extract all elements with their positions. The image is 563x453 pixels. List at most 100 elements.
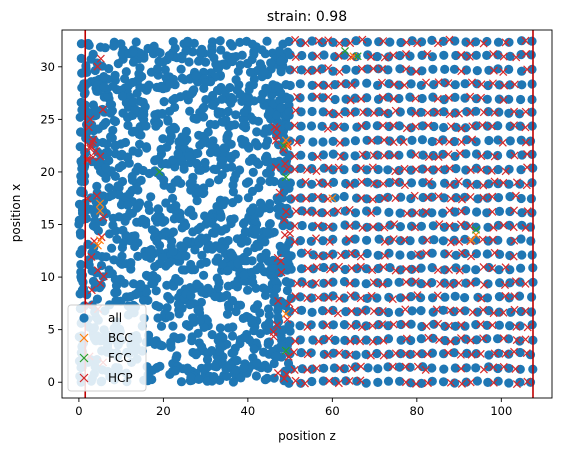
point-all	[153, 204, 163, 214]
point-hcp	[434, 165, 443, 174]
point-hcp	[335, 138, 344, 147]
point-all	[202, 376, 212, 386]
point-all	[418, 235, 428, 245]
point-all	[297, 220, 307, 231]
point-all	[92, 294, 102, 304]
point-hcp	[99, 272, 108, 281]
point-all	[440, 292, 450, 302]
point-all	[319, 163, 329, 173]
point-all	[493, 363, 503, 374]
point-all	[99, 72, 109, 82]
point-hcp	[357, 323, 366, 332]
point-all	[373, 250, 383, 260]
point-all	[255, 329, 265, 339]
point-all	[384, 235, 394, 245]
point-all	[428, 221, 438, 231]
point-all	[484, 65, 494, 75]
point-all	[460, 293, 470, 303]
point-hcp	[86, 115, 95, 124]
point-all	[373, 377, 383, 387]
point-hcp	[424, 177, 433, 186]
point-all	[416, 279, 426, 289]
point-all	[373, 364, 383, 374]
point-all	[307, 164, 317, 174]
point-all	[127, 231, 137, 241]
point-all	[417, 321, 427, 332]
point-all	[440, 165, 450, 175]
point-hcp	[444, 150, 453, 159]
point-all	[166, 184, 176, 194]
point-hcp	[412, 379, 421, 388]
point-hcp	[346, 337, 355, 346]
point-all	[256, 254, 266, 264]
point-all	[295, 79, 305, 89]
point-all	[161, 158, 171, 169]
point-all	[317, 121, 327, 131]
y-axis-label: position x	[9, 184, 23, 242]
point-hcp	[501, 349, 510, 358]
point-hcp	[379, 351, 388, 360]
point-hcp	[391, 266, 400, 275]
point-all	[96, 260, 107, 271]
point-all	[231, 306, 241, 317]
point-all	[258, 283, 268, 293]
point-all	[297, 206, 307, 216]
point-all	[186, 372, 196, 382]
point-all	[406, 106, 416, 116]
point-all	[127, 77, 137, 88]
point-all	[330, 376, 340, 386]
point-hcp	[314, 221, 323, 230]
point-all	[104, 265, 114, 275]
legend-label-fcc: FCC	[108, 351, 132, 365]
point-hcp	[86, 142, 95, 151]
point-hcp	[434, 137, 444, 146]
point-hcp	[290, 306, 300, 315]
point-hcp	[378, 320, 387, 329]
point-all	[247, 315, 257, 325]
point-hcp	[358, 223, 367, 232]
point-all	[140, 102, 150, 112]
point-hcp	[356, 262, 365, 271]
point-all	[196, 165, 206, 175]
point-all	[77, 68, 87, 78]
legend: all BCC FCC HCP	[67, 304, 147, 392]
point-hcp	[367, 209, 376, 218]
point-all	[428, 307, 438, 317]
point-hcp	[476, 320, 485, 329]
y-tick-label: 5	[48, 323, 55, 337]
point-all	[231, 365, 241, 375]
point-all	[152, 236, 162, 246]
point-all	[428, 92, 438, 102]
point-all	[113, 59, 123, 69]
point-all	[286, 251, 296, 261]
point-all	[494, 206, 505, 216]
point-all	[175, 213, 185, 223]
point-all	[318, 137, 328, 147]
point-all	[417, 93, 427, 104]
point-fcc	[471, 225, 480, 234]
point-hcp	[290, 237, 299, 246]
point-all	[471, 149, 482, 159]
point-all	[276, 67, 286, 77]
point-hcp	[479, 181, 488, 190]
point-all	[104, 155, 114, 166]
point-hcp	[347, 307, 356, 316]
point-all	[471, 50, 481, 60]
point-all	[169, 122, 179, 132]
point-all	[318, 376, 328, 386]
point-all	[318, 236, 328, 246]
point-hcp	[290, 121, 299, 130]
point-all	[307, 206, 317, 216]
point-all	[407, 208, 417, 218]
point-hcp	[324, 163, 333, 172]
point-hcp	[303, 264, 312, 273]
point-hcp	[456, 350, 465, 359]
point-all	[216, 45, 226, 55]
point-hcp	[490, 108, 499, 117]
point-hcp	[378, 306, 387, 315]
point-hcp	[488, 321, 497, 330]
point-hcp	[323, 180, 332, 189]
point-hcp	[335, 348, 344, 357]
point-hcp	[325, 237, 334, 246]
point-all	[108, 213, 118, 223]
